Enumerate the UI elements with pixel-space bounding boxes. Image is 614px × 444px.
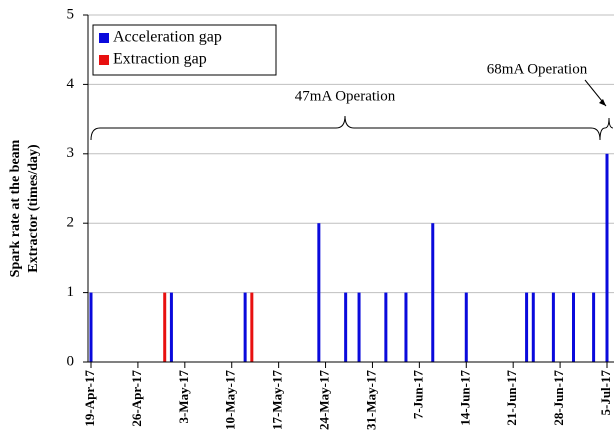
- x-tick-label: 24-May-17: [317, 370, 332, 430]
- bar: [169, 292, 173, 362]
- brace-68ma: [599, 117, 614, 141]
- bar: [592, 292, 596, 362]
- plot: 0 1 2 3 4 5 19-Apr-17 26-Apr-17 3-May-17 10-May-1…: [8, 6, 614, 430]
- x-tick-label: 17-May-17: [270, 370, 285, 430]
- x-tick-label: 5-Jul-17: [598, 370, 613, 416]
- legend-swatch: [99, 55, 109, 65]
- bar: [605, 153, 609, 362]
- y-tick-label: 4: [67, 76, 75, 92]
- y-tick-label: 5: [67, 6, 75, 22]
- bar: [551, 292, 555, 362]
- x-tick-label: 28-Jun-17: [551, 370, 566, 426]
- legend: Acceleration gap Extraction gap: [92, 24, 277, 76]
- annotation: 47mA Operation: [295, 88, 396, 104]
- bar: [525, 292, 529, 362]
- x-tick-label: 21-Jun-17: [504, 370, 519, 426]
- brace-47ma: [90, 115, 601, 141]
- x-tick-label: 14-Jun-17: [457, 370, 472, 426]
- x-tick-label: 31-May-17: [363, 370, 378, 430]
- y-tick-label: 2: [67, 215, 75, 231]
- bar: [344, 292, 348, 362]
- bar: [464, 292, 468, 362]
- x-tick-label: 10-May-17: [223, 370, 238, 430]
- annotation: 68mA Operation: [487, 61, 588, 77]
- y-tick-label: 1: [67, 284, 75, 300]
- bar: [357, 292, 361, 362]
- legend-label: Extraction gap: [113, 51, 207, 68]
- bar: [317, 223, 321, 362]
- y-tick-label: 0: [67, 353, 75, 369]
- bar: [243, 292, 247, 362]
- bar: [384, 292, 388, 362]
- bar: [163, 292, 167, 362]
- legend-label: Acceleration gap: [113, 29, 222, 46]
- legend-box: [92, 24, 277, 76]
- y-axis-label: Extractor (times/day): [26, 144, 41, 273]
- x-tick-label: 7-Jun-17: [410, 370, 425, 420]
- bar: [250, 292, 254, 362]
- x-tick-label: 19-Apr-17: [82, 370, 97, 427]
- x-tick-label: 26-Apr-17: [129, 370, 144, 427]
- bar: [89, 292, 93, 362]
- y-tick-label: 3: [67, 145, 75, 161]
- bar: [571, 292, 575, 362]
- y-axis-label: Spark rate at the beam: [8, 139, 23, 277]
- bar: [431, 223, 435, 362]
- legend-swatch: [99, 33, 109, 43]
- bar: [404, 292, 408, 362]
- arrow-head: [599, 99, 606, 106]
- bar: [531, 292, 535, 362]
- x-tick-label: 3-May-17: [176, 370, 191, 424]
